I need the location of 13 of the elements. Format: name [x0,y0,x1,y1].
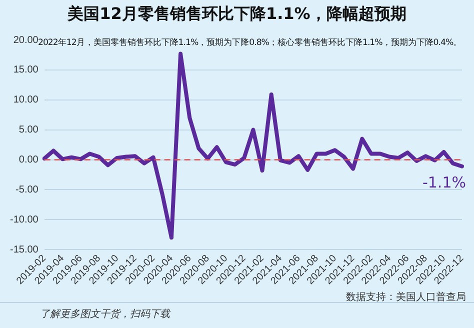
y-tick-label: 15.00 [13,64,39,76]
y-tick-label: 20.00 [13,34,39,46]
chart-title: 美国12月零售销售环比下降1.1%，降幅超预期 [66,4,408,25]
chart-subtitle: 2022年12月，美国零售销售环比下降1.1%，预期为下降0.8%；核心零售销售环比下降1.1%，预期为下降0.4%。 [38,37,462,49]
y-tick-label: 0.00 [18,154,39,166]
text: 数据支持：美国人口普查局 [346,290,466,304]
text: 了解更多图文干货，扫码下载 [40,308,170,321]
y-tick-label: -15.00 [10,244,39,256]
y-tick-label: -10.00 [10,214,39,226]
annotation: -1.1% [422,174,466,192]
y-tick-label: -5.00 [16,184,39,196]
y-tick-label: 5.00 [18,124,39,136]
y-tick-label: 10.00 [13,94,39,106]
